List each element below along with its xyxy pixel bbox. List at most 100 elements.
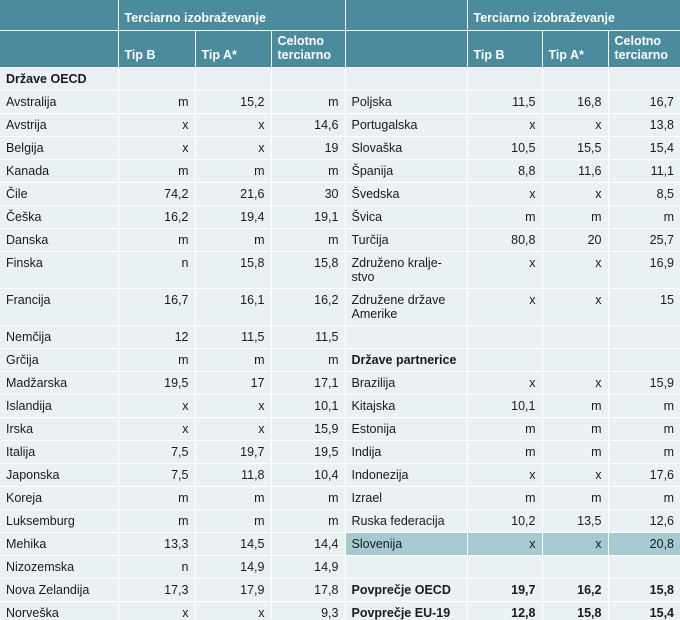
left-country-cell: Islandija	[0, 394, 119, 418]
left-tip-b-cell: 74,2	[118, 182, 196, 206]
right-tip-b-cell: x	[467, 113, 543, 137]
right-total-cell: 25,7	[608, 228, 680, 252]
col-header-tip-b: Tip B	[467, 30, 543, 68]
left-total-cell: m	[271, 90, 346, 114]
left-total-cell: 16,2	[271, 288, 346, 326]
left-country-cell: Države OECD	[0, 67, 119, 91]
left-tip-a-cell: x	[195, 417, 272, 441]
left-tip-a-cell: 17	[195, 371, 272, 395]
right-tip-a-cell: m	[542, 205, 609, 229]
right-tip-b-cell: 10,1	[467, 394, 543, 418]
left-tip-b-cell	[118, 67, 196, 91]
right-country-cell: Združene države Amerike	[345, 288, 468, 326]
left-tip-b-cell: 12	[118, 325, 196, 349]
left-country-cell: Grčija	[0, 348, 119, 372]
left-country-cell: Norveška	[0, 601, 119, 620]
left-country-cell: Čile	[0, 182, 119, 206]
right-country-cell: Države partnerice	[345, 348, 468, 372]
right-tip-a-cell: m	[542, 394, 609, 418]
col-header-total: Celotno terciarno	[608, 30, 680, 68]
right-tip-a-cell: 15,8	[542, 601, 609, 620]
right-tip-b-cell: m	[467, 486, 543, 510]
table-row: Japonska 7,5 11,8 10,4 Indonezija x x 17,6	[0, 463, 680, 487]
left-tip-b-cell: 7,5	[118, 440, 196, 464]
right-tip-a-cell: x	[542, 182, 609, 206]
group-header-right: Terciarno izobraževanje	[467, 0, 680, 31]
right-tip-b-cell: 10,2	[467, 509, 543, 533]
right-tip-a-cell: m	[542, 440, 609, 464]
left-tip-b-cell: n	[118, 555, 196, 579]
col-header-tip-a: Tip A*	[195, 30, 272, 68]
left-tip-a-cell: 11,5	[195, 325, 272, 349]
left-tip-a-cell: 14,5	[195, 532, 272, 556]
left-tip-b-cell: m	[118, 486, 196, 510]
right-country-cell: Španija	[345, 159, 468, 183]
right-tip-a-cell: x	[542, 532, 609, 556]
right-total-cell: 15,8	[608, 578, 680, 602]
left-total-cell: 10,1	[271, 394, 346, 418]
right-country-cell: Združeno kralje-stvo	[345, 251, 468, 289]
right-total-cell: m	[608, 394, 680, 418]
left-country-cell: Luksemburg	[0, 509, 119, 533]
left-tip-a-cell: 17,9	[195, 578, 272, 602]
left-total-cell: m	[271, 348, 346, 372]
right-tip-a-cell: x	[542, 113, 609, 137]
left-total-cell: 19	[271, 136, 346, 160]
left-tip-b-cell: m	[118, 228, 196, 252]
left-tip-a-cell: m	[195, 348, 272, 372]
right-country-cell: Portugalska	[345, 113, 468, 137]
left-tip-a-cell: 21,6	[195, 182, 272, 206]
right-tip-a-cell: 15,5	[542, 136, 609, 160]
left-total-cell: 19,1	[271, 205, 346, 229]
left-tip-a-cell: 19,4	[195, 205, 272, 229]
right-country-cell: Slovenija	[345, 532, 468, 556]
left-tip-a-cell: x	[195, 136, 272, 160]
table-row: Nemčija 12 11,5 11,5	[0, 325, 680, 349]
left-total-cell: m	[271, 228, 346, 252]
left-total-cell: 15,8	[271, 251, 346, 289]
right-total-cell	[608, 67, 680, 91]
right-country-cell: Estonija	[345, 417, 468, 441]
left-tip-a-cell: x	[195, 394, 272, 418]
left-total-cell: 14,6	[271, 113, 346, 137]
left-tip-b-cell: 7,5	[118, 463, 196, 487]
table-row: Kanada m m m Španija 8,8 11,6 11,1	[0, 159, 680, 183]
left-country-cell: Japonska	[0, 463, 119, 487]
left-total-cell: 17,1	[271, 371, 346, 395]
table-row: Mehika 13,3 14,5 14,4 Slovenija x x 20,8	[0, 532, 680, 556]
left-total-cell: 10,4	[271, 463, 346, 487]
left-tip-a-cell: 16,1	[195, 288, 272, 326]
right-country-cell: Indonezija	[345, 463, 468, 487]
header-group-row: Terciarno izobraževanje Terciarno izobra…	[0, 0, 680, 31]
left-total-cell: m	[271, 509, 346, 533]
right-tip-a-cell: x	[542, 251, 609, 289]
table-row: Irska x x 15,9 Estonija m m m	[0, 417, 680, 441]
table-row: Avstrija x x 14,6 Portugalska x x 13,8	[0, 113, 680, 137]
right-total-cell: m	[608, 486, 680, 510]
table-row: Belgija x x 19 Slovaška 10,5 15,5 15,4	[0, 136, 680, 160]
right-tip-b-cell	[467, 67, 543, 91]
right-country-cell: Izrael	[345, 486, 468, 510]
right-tip-a-cell: 13,5	[542, 509, 609, 533]
right-tip-b-cell: 10,5	[467, 136, 543, 160]
right-tip-b-cell: m	[467, 417, 543, 441]
left-country-cell: Avstrija	[0, 113, 119, 137]
left-country-cell: Finska	[0, 251, 119, 289]
right-tip-a-cell: 20	[542, 228, 609, 252]
right-total-cell: m	[608, 205, 680, 229]
left-total-cell: 17,8	[271, 578, 346, 602]
left-total-cell: 15,9	[271, 417, 346, 441]
right-tip-b-cell: 8,8	[467, 159, 543, 183]
right-tip-b-cell	[467, 325, 543, 349]
right-total-cell: 16,9	[608, 251, 680, 289]
table-row: Grčija m m m Države partnerice	[0, 348, 680, 372]
table-row: Francija 16,7 16,1 16,2 Združene države Ameri…	[0, 288, 680, 326]
right-tip-b-cell	[467, 555, 543, 579]
left-country-cell: Nizozemska	[0, 555, 119, 579]
table-row: Nizozemska n 14,9 14,9	[0, 555, 680, 579]
right-total-cell: 15,4	[608, 601, 680, 620]
left-country-cell: Francija	[0, 288, 119, 326]
right-total-cell: 15,4	[608, 136, 680, 160]
right-country-cell	[345, 555, 468, 579]
